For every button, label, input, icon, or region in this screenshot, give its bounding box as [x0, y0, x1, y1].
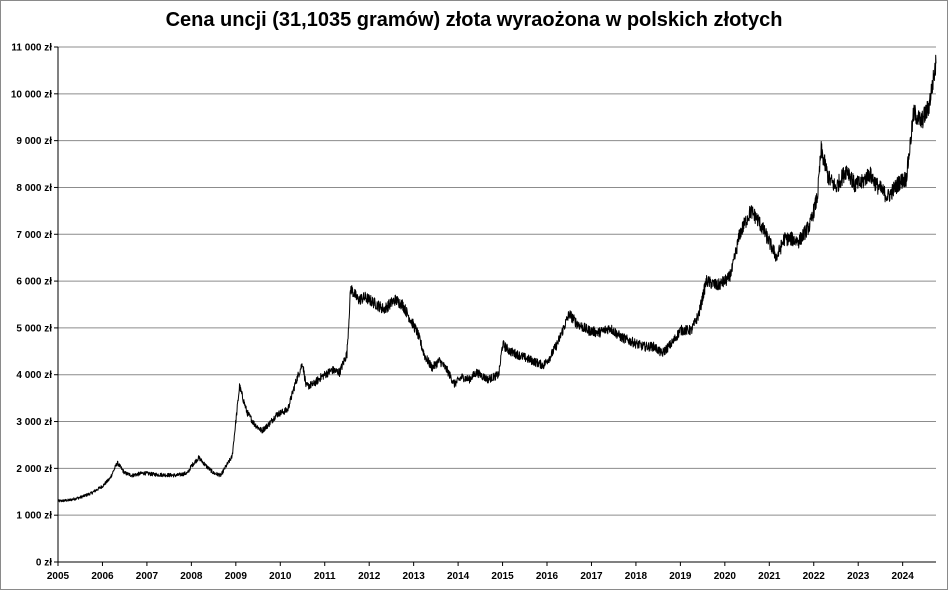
chart-title: Cena uncji (31,1035 gramów) złota wyraoż… [165, 9, 783, 31]
y-tick-label: 4 000 zł [16, 370, 52, 381]
y-tick-label: 9 000 zł [16, 136, 52, 147]
x-tick-label: 2008 [180, 571, 203, 582]
x-tick-label: 2022 [803, 571, 826, 582]
x-tick-label: 2007 [136, 571, 159, 582]
x-tick-label: 2009 [225, 571, 248, 582]
x-tick-label: 2016 [536, 571, 559, 582]
x-tick-label: 2020 [714, 571, 737, 582]
y-tick-label: 7 000 zł [16, 230, 52, 241]
y-tick-label: 5 000 zł [16, 323, 52, 334]
series-group [57, 54, 937, 503]
y-tick-label: 3 000 zł [16, 417, 52, 428]
x-tick-label: 2012 [358, 571, 381, 582]
x-tick-label: 2021 [758, 571, 781, 582]
x-tick-label: 2019 [669, 571, 692, 582]
y-tick-label: 8 000 zł [16, 183, 52, 194]
y-axis-ticks: 0 zł 1 000 zł 2 000 zł 3 000 zł 4 000 zł 5 00… [11, 43, 58, 569]
y-tick-label: 11 000 zł [11, 43, 52, 54]
x-tick-label: 2024 [892, 571, 915, 582]
series-line [57, 54, 937, 503]
x-axis-ticks: 2005 2006 2007 2008 2009 2010 2011 2012 2013 2014… [47, 562, 914, 582]
y-tick-label: 10 000 zł [11, 89, 52, 100]
x-tick-label: 2018 [625, 571, 648, 582]
x-tick-label: 2023 [847, 571, 870, 582]
x-tick-label: 2005 [47, 571, 70, 582]
x-tick-label: 2017 [580, 571, 603, 582]
y-tick-label: 2 000 zł [16, 464, 52, 475]
x-tick-label: 2015 [491, 571, 514, 582]
x-tick-label: 2011 [314, 571, 336, 582]
gridlines [58, 46, 936, 516]
x-tick-label: 2010 [269, 571, 292, 582]
y-tick-label: 0 zł [36, 558, 52, 569]
x-tick-label: 2014 [447, 571, 470, 582]
y-tick-label: 6 000 zł [16, 277, 52, 288]
x-tick-label: 2006 [91, 571, 114, 582]
x-tick-label: 2013 [403, 571, 426, 582]
y-tick-label: 1 000 zł [16, 511, 52, 522]
